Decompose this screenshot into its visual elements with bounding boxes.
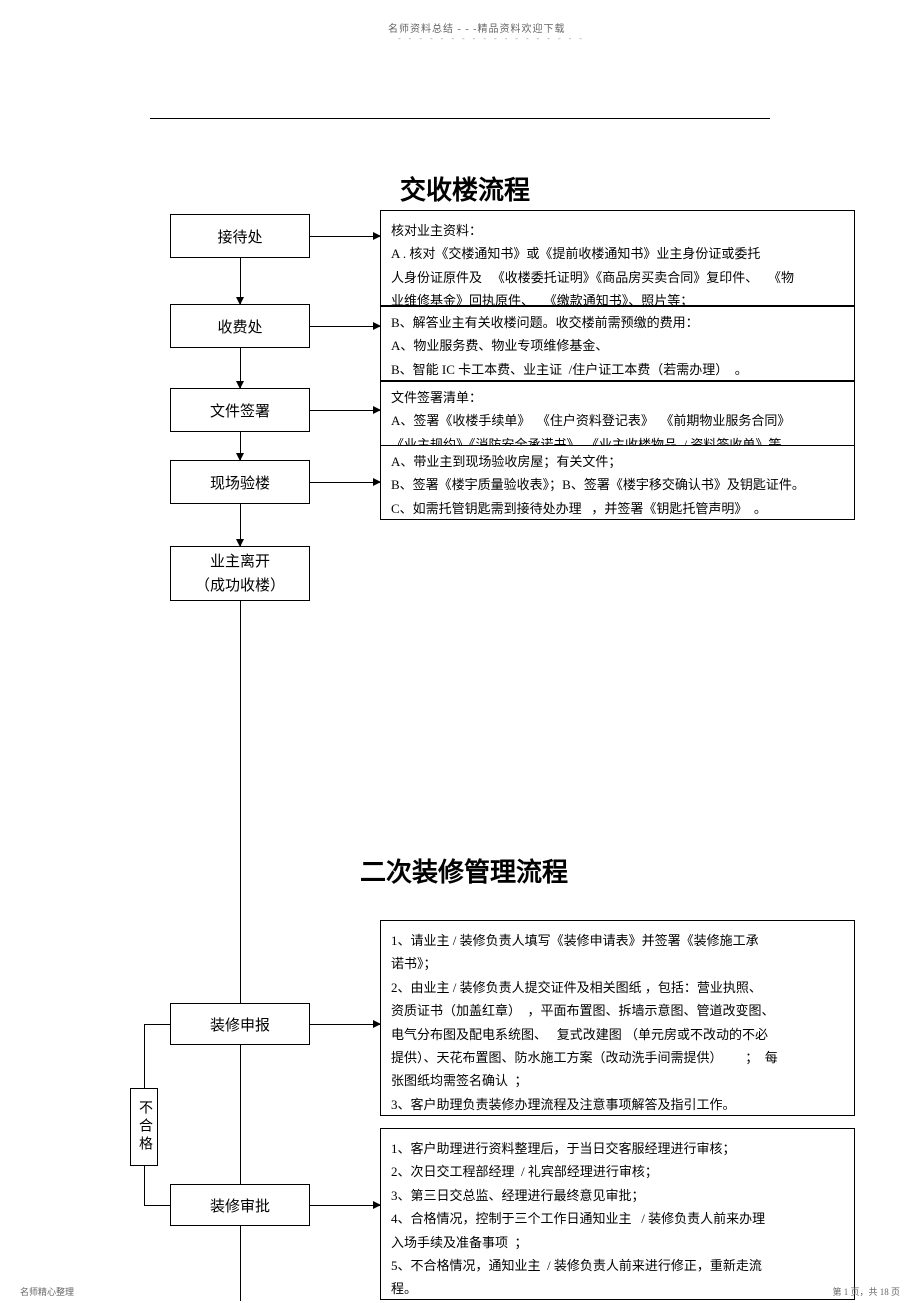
node-payment: 收费处 — [170, 304, 310, 348]
header-dots: - - - - - - - - - - - - - - - - - - — [398, 34, 585, 43]
s2desc1-line2: 诺书》； — [391, 952, 844, 975]
node-approve-label: 装修审批 — [210, 1195, 270, 1216]
s2desc1-box: 1、请业主 / 装修负责人填写《装修申请表》并签署《装修施工承 诺书》； 2、由… — [380, 920, 855, 1116]
arrow-to-s2desc1 — [310, 1024, 380, 1025]
node-departure-label2: （成功收楼） — [195, 574, 285, 598]
node-inspection-label: 现场验楼 — [210, 472, 270, 493]
node-signing-label: 文件签署 — [210, 400, 270, 421]
desc2-line2: A、物业服务费、物业专项维修基金、 — [391, 334, 844, 357]
line-side-down — [144, 1166, 145, 1205]
arrow-to-desc2 — [310, 326, 380, 327]
s2desc2-line5: 入场手续及准备事项 ； — [391, 1231, 844, 1254]
s2desc1-line6: 提供）、天花布置图、防水施工方案（改动洗手间需提供） ； 每 — [391, 1046, 844, 1069]
arrow-payment-signing — [240, 348, 241, 388]
s2desc2-line7: 程。 — [391, 1277, 844, 1300]
desc1-box: 核对业主资料： A . 核对《交楼通知书》或《提前收楼通知书》业主身份证或委托 … — [380, 210, 855, 306]
node-departure: 业主离开 （成功收楼） — [170, 546, 310, 601]
desc1-line1: 核对业主资料： — [391, 219, 844, 242]
side-label-fail-text: 不合格 — [134, 1100, 154, 1154]
node-apply-label: 装修申报 — [210, 1014, 270, 1035]
s2desc1-line5: 电气分布图及配电系统图、 复式改建图 （单元房或不改动的不必 — [391, 1023, 844, 1046]
desc2-box: B、解答业主有关收楼问题。收交楼前需预缴的费用： A、物业服务费、物业专项维修基… — [380, 306, 855, 381]
desc1-line3: 人身份证原件及 《收楼委托证明》《商品房买卖合同》复印件、 《物 — [391, 266, 844, 289]
node-departure-label1: 业主离开 — [210, 550, 270, 574]
node-apply: 装修申报 — [170, 1003, 310, 1045]
desc3-line2: A、签署《收楼手续单》 《住户资料登记表》 《前期物业服务合同》 — [391, 409, 844, 432]
s2desc2-line4: 4、合格情况，控制于三个工作日通知业主 / 装修负责人前来办理 — [391, 1207, 844, 1230]
desc2-line3: B、智能 IC 卡工本费、业主证 /住户证工本费（若需办理） 。 — [391, 358, 844, 381]
s2desc2-line2: 2、次日交工程部经理 / 礼宾部经理进行审核； — [391, 1160, 844, 1183]
line-side-to-apply — [144, 1024, 170, 1025]
s2desc2-line3: 3、第三日交总监、经理进行最终意见审批； — [391, 1184, 844, 1207]
line-side-to-approve — [144, 1205, 170, 1206]
arrow-signing-inspection — [240, 432, 241, 460]
arrow-reception-payment — [240, 258, 241, 304]
s2desc1-line4: 资质证书（加盖红章） ，平面布置图、拆墙示意图、管道改变图、 — [391, 999, 844, 1022]
node-reception: 接待处 — [170, 214, 310, 258]
desc1-line2: A . 核对《交楼通知书》或《提前收楼通知书》业主身份证或委托 — [391, 242, 844, 265]
side-label-fail: 不合格 — [130, 1088, 158, 1166]
node-approve: 装修审批 — [170, 1184, 310, 1226]
node-payment-label: 收费处 — [217, 316, 262, 337]
s2desc2-line1: 1、客户助理进行资料整理后，于当日交客服经理进行审核； — [391, 1137, 844, 1160]
node-signing: 文件签署 — [170, 388, 310, 432]
line-side-up — [144, 1024, 145, 1088]
s2desc1-line3: 2、由业主 / 装修负责人提交证件及相关图纸 ，包括：营业执照、 — [391, 976, 844, 999]
desc4-line3: C、如需托管钥匙需到接待处办理 ，并签署《钥匙托管声明》 。 — [391, 497, 844, 520]
s2desc1-line1: 1、请业主 / 装修负责人填写《装修申请表》并签署《装修施工承 — [391, 929, 844, 952]
desc4-line2: B、签署《楼宇质量验收表》；B、签署《楼宇移交确认书》及钥匙证件。 — [391, 473, 844, 496]
page: 名师资料总结 - - -精品资料欢迎下载 - - - - - - - - - -… — [0, 0, 920, 1303]
desc4-box: A、带业主到现场验收房屋；有关文件； B、签署《楼宇质量验收表》；B、签署《楼宇… — [380, 445, 855, 520]
section2-title: 二次装修管理流程 — [360, 852, 568, 889]
desc2-line1: B、解答业主有关收楼问题。收交楼前需预缴的费用： — [391, 311, 844, 334]
footer-right: 第 1 页，共 18 页 — [832, 1285, 900, 1298]
arrow-to-s2desc2 — [310, 1205, 380, 1206]
footer-left: 名师精心整理 — [20, 1285, 74, 1298]
desc3-line1: 文件签署清单： — [391, 386, 844, 409]
header-title: 名师资料总结 - - -精品资料欢迎下载 — [388, 20, 566, 35]
section1-title: 交收楼流程 — [400, 170, 530, 207]
s2desc2-box: 1、客户助理进行资料整理后，于当日交客服经理进行审核； 2、次日交工程部经理 /… — [380, 1128, 855, 1300]
node-reception-label: 接待处 — [217, 226, 262, 247]
desc3-box: 文件签署清单： A、签署《收楼手续单》 《住户资料登记表》 《前期物业服务合同》… — [380, 381, 855, 454]
top-rule — [150, 118, 770, 119]
arrow-to-desc4 — [310, 482, 380, 483]
s2desc2-line6: 5、不合格情况，通知业主 / 装修负责人前来进行修正，重新走流 — [391, 1254, 844, 1277]
s2desc1-line8: 3、客户助理负责装修办理流程及注意事项解答及指引工作。 — [391, 1093, 844, 1116]
desc4-line1: A、带业主到现场验收房屋；有关文件； — [391, 450, 844, 473]
arrow-inspection-departure — [240, 504, 241, 546]
arrow-to-desc3 — [310, 410, 380, 411]
s2desc1-line7: 张图纸均需签名确认 ； — [391, 1069, 844, 1092]
arrow-to-desc1 — [310, 236, 380, 237]
node-inspection: 现场验楼 — [170, 460, 310, 504]
